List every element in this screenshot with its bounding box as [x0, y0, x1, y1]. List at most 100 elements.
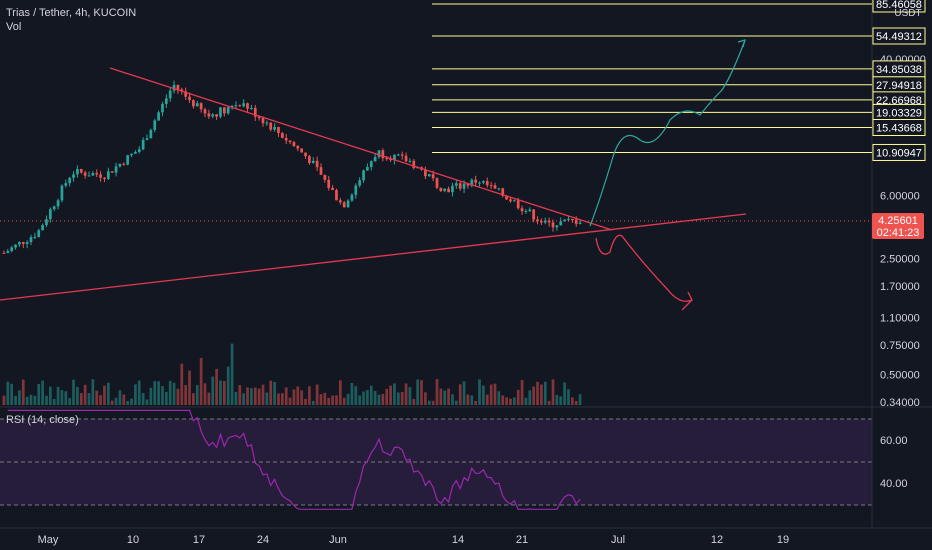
candle-body: [207, 113, 211, 117]
volume-bar: [563, 382, 566, 405]
volume-bar: [29, 394, 33, 405]
candle-body: [253, 107, 257, 117]
candle-body: [72, 174, 75, 178]
volume-bar: [536, 381, 539, 405]
candle-body: [570, 219, 574, 221]
candle-body: [567, 219, 570, 221]
candle-body: [315, 160, 319, 168]
candle-body: [76, 168, 79, 175]
candle-body: [45, 219, 48, 226]
volume-bar: [424, 392, 427, 405]
candle-body: [284, 138, 288, 141]
volume-label: Vol: [6, 21, 22, 33]
volume-bar: [60, 390, 64, 405]
candle-body: [400, 154, 404, 156]
candle-body: [559, 221, 563, 226]
candle-body: [512, 200, 516, 202]
candle-body: [551, 222, 555, 228]
volume-bar: [516, 389, 520, 405]
candle-body: [261, 118, 265, 124]
candle-body: [482, 181, 485, 183]
volume-bar: [435, 379, 439, 405]
volume-bar: [524, 397, 528, 405]
candle-body: [6, 251, 10, 254]
volume-bar: [226, 366, 230, 405]
candle-body: [226, 107, 230, 114]
volume-bar: [114, 397, 118, 405]
volume-bar: [528, 390, 532, 405]
candle-body: [222, 107, 226, 114]
fib-levels: [432, 3, 872, 153]
candle-body: [578, 222, 582, 224]
candle-body: [327, 179, 331, 188]
candle-body: [265, 122, 269, 124]
fib-level-labels: 85.46058 54.49312 34.85038 27.94918 22.66968…: [872, 0, 926, 161]
volume-bar: [512, 397, 516, 405]
candle-body: [33, 236, 37, 238]
volume-bar: [87, 393, 91, 405]
volume-bar: [161, 386, 164, 405]
volume-bar: [474, 400, 478, 405]
volume-bar: [253, 387, 257, 405]
fib-label-0: 85.46058: [876, 0, 922, 11]
candle-body: [238, 105, 242, 107]
volume-bar: [141, 393, 145, 405]
time-tick-6: 21: [516, 534, 528, 546]
candle-body: [52, 206, 56, 210]
volume-bar: [396, 392, 400, 405]
fib-label-2: 34.85038: [876, 64, 922, 76]
volume-bar: [443, 390, 447, 405]
candle-body: [134, 152, 137, 154]
candle-body: [424, 169, 427, 177]
candle-body: [242, 103, 246, 107]
chart-header: Trias / Tether, 4h, KUCOIN Vol: [6, 6, 136, 34]
candle-body: [489, 185, 493, 187]
candle-body: [520, 208, 524, 212]
volume-bar: [222, 381, 226, 405]
candle-body: [41, 225, 44, 231]
volume-bar: [184, 385, 188, 405]
fib-label-box-1: [872, 27, 926, 45]
candle-body: [188, 96, 191, 101]
volume-bar: [439, 388, 443, 405]
candle-body: [396, 154, 400, 156]
volume-bar: [331, 395, 334, 405]
candle-body: [447, 188, 450, 193]
symbol-title[interactable]: Trias / Tether, 4h, KUCOIN: [6, 7, 137, 19]
candle-body: [385, 158, 389, 160]
candle-body: [37, 230, 41, 237]
candle-body: [195, 103, 199, 107]
volume-bar: [110, 400, 114, 405]
candle-body: [443, 188, 447, 192]
candle-body: [168, 90, 172, 99]
volume-bar: [99, 395, 102, 405]
volume-bar: [83, 384, 87, 405]
candle-body: [153, 120, 157, 130]
volume-bar: [68, 398, 72, 405]
fib-label-box-0: [872, 0, 926, 13]
time-tick-8: 12: [711, 534, 723, 546]
projection-up-path: [589, 39, 746, 227]
volume-bar: [157, 381, 160, 405]
volume-bar: [211, 376, 215, 405]
volume-bar: [458, 384, 462, 405]
time-tick-3: 24: [257, 534, 269, 546]
rsi-label[interactable]: RSI (14, close): [6, 414, 79, 426]
candle-body: [211, 114, 215, 117]
candle-body: [296, 145, 300, 149]
time-axis-ticks: May 10 17 24 Jun 14 21 Jul 12 19: [38, 534, 790, 546]
candle-body: [192, 100, 195, 107]
candle-body: [439, 187, 443, 192]
volume-bar: [412, 399, 416, 405]
volume-bar: [168, 380, 172, 405]
volume-bar: [311, 400, 315, 405]
candle-body: [130, 153, 133, 156]
volume-bar: [300, 390, 304, 405]
candle-body: [176, 84, 180, 90]
time-tick-2: 17: [193, 534, 205, 546]
candle-body: [234, 105, 238, 107]
candle-body: [60, 185, 64, 201]
volume-bar: [540, 384, 543, 405]
volume-bar: [389, 385, 392, 405]
volume-bar: [350, 383, 354, 405]
